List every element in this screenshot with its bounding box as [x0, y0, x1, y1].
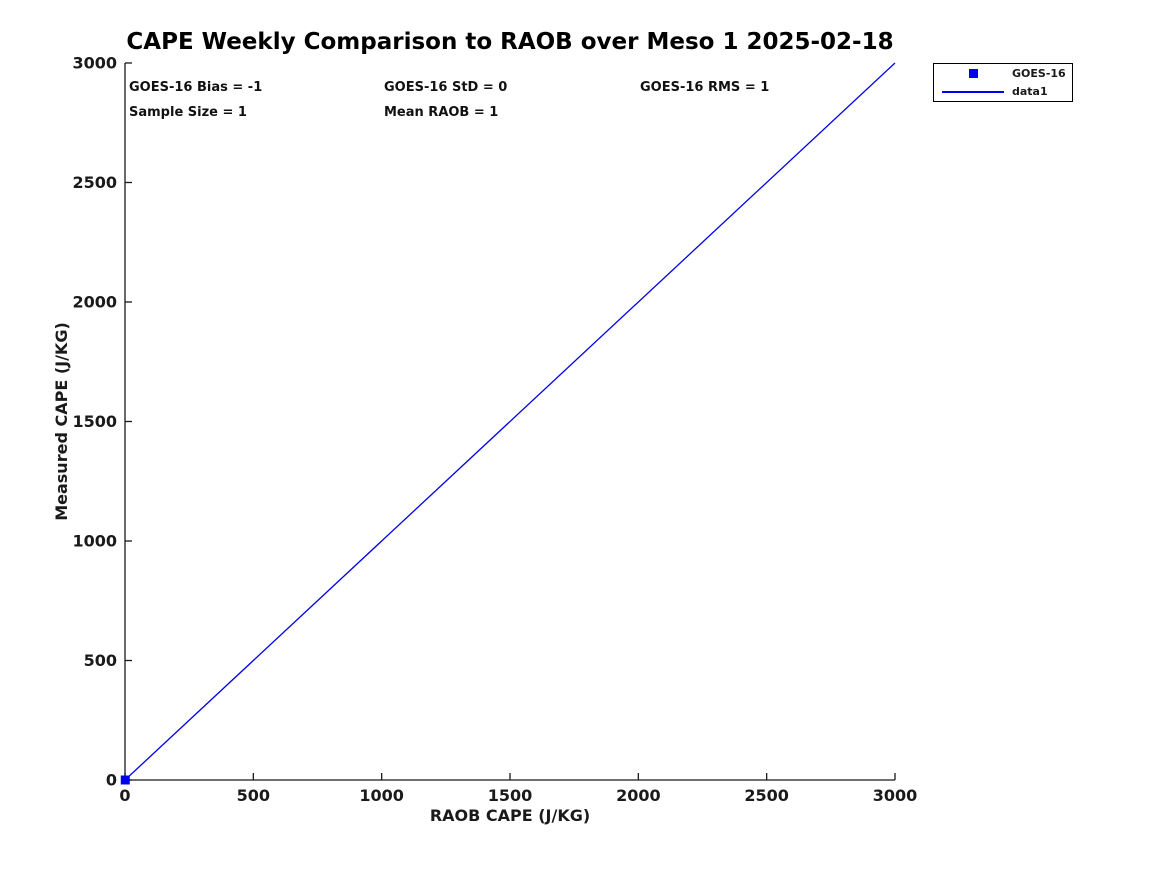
x-tick-label: 0 — [119, 786, 130, 805]
stat-std: GOES-16 StD = 0 — [384, 80, 508, 95]
legend-label-goes16: GOES-16 — [1012, 67, 1066, 80]
y-tick-label: 2500 — [72, 173, 117, 192]
legend-icon-cell — [934, 90, 1012, 93]
stat-bias: GOES-16 Bias = -1 — [129, 80, 263, 95]
y-tick-label: 500 — [84, 651, 117, 670]
legend-entry-goes16: GOES-16 — [934, 65, 1072, 82]
legend: GOES-16 data1 — [933, 63, 1073, 102]
x-axis-label: RAOB CAPE (J/KG) — [430, 806, 590, 825]
series-line-data1 — [124, 62, 896, 781]
line-sample-icon — [942, 90, 1004, 93]
stat-mean-raob: Mean RAOB = 1 — [384, 105, 499, 120]
stat-rms: GOES-16 RMS = 1 — [640, 80, 770, 95]
y-tick-label: 2000 — [72, 293, 117, 312]
x-tick-label: 500 — [237, 786, 270, 805]
legend-entry-data1: data1 — [934, 83, 1072, 100]
y-tick-label: 3000 — [72, 54, 117, 73]
y-tick-label: 0 — [106, 771, 117, 790]
x-tick-label: 1000 — [359, 786, 404, 805]
y-axis-label: Measured CAPE (J/KG) — [52, 322, 71, 521]
y-tick-label: 1500 — [72, 412, 117, 431]
series-marker-goes-16 — [120, 775, 130, 785]
x-tick-label: 1500 — [488, 786, 533, 805]
chart-title: CAPE Weekly Comparison to RAOB over Meso… — [126, 29, 894, 55]
square-marker-icon — [968, 69, 978, 78]
stat-sample-size: Sample Size = 1 — [129, 105, 247, 120]
x-tick-label: 2000 — [616, 786, 661, 805]
x-tick-label: 2500 — [744, 786, 789, 805]
legend-icon-cell — [934, 69, 1012, 78]
legend-label-data1: data1 — [1012, 85, 1048, 98]
x-tick-label: 3000 — [873, 786, 918, 805]
y-tick-label: 1000 — [72, 532, 117, 551]
